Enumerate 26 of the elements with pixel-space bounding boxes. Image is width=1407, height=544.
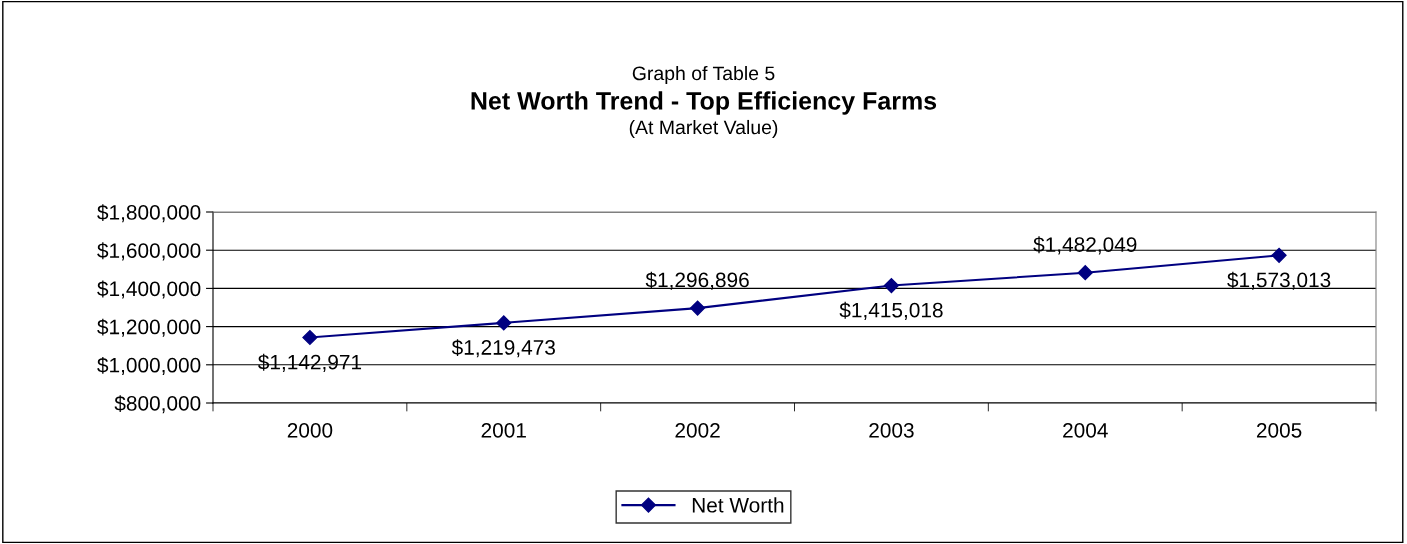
y-tick-label: $1,400,000 [97, 280, 201, 299]
point [883, 277, 899, 294]
y-tick-label: $1,000,000 [97, 356, 201, 376]
point [690, 300, 706, 316]
data-label: $1,573,013 [1227, 271, 1331, 290]
point [1077, 265, 1093, 281]
point [496, 315, 512, 331]
x-tick-label: 2005 [1256, 422, 1302, 438]
x-tick-label: 2003 [869, 422, 914, 438]
legend-label: Net Worth [692, 497, 784, 513]
y-tick-label: $1,800,000 [97, 204, 201, 223]
y-tick-label: $1,600,000 [97, 242, 201, 261]
point [302, 329, 318, 346]
text: Graph of Table 5 [632, 65, 775, 85]
data-label: $1,296,896 [645, 271, 749, 290]
data-label: $1,415,018 [839, 301, 943, 320]
y-tick-label: $1,200,000 [97, 318, 201, 337]
x-tick-label: 2004 [1063, 422, 1108, 438]
chart-title: Net Worth Trend - Top Efficiency Farms [471, 91, 937, 115]
x-tick-label: 2001 [481, 422, 526, 438]
y-tick-label: $800,000 [114, 395, 201, 414]
x-tick-label: 2000 [287, 422, 333, 438]
data-label: $1,219,473 [451, 339, 555, 358]
chart-subtitle: (At Market Value) [629, 119, 778, 139]
point [1271, 247, 1287, 263]
x-tick-label: 2002 [675, 422, 720, 438]
